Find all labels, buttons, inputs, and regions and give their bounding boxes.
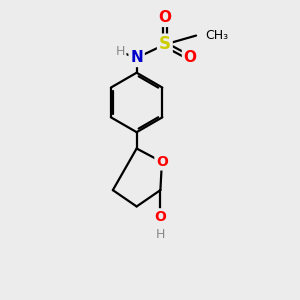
Text: H: H: [116, 45, 125, 58]
Text: S: S: [159, 35, 171, 53]
Text: O: O: [154, 210, 166, 224]
Text: O: O: [184, 50, 196, 65]
Text: O: O: [156, 155, 168, 169]
Text: H: H: [156, 228, 165, 241]
Text: CH₃: CH₃: [205, 29, 228, 42]
Text: O: O: [158, 10, 171, 25]
Text: N: N: [130, 50, 143, 65]
